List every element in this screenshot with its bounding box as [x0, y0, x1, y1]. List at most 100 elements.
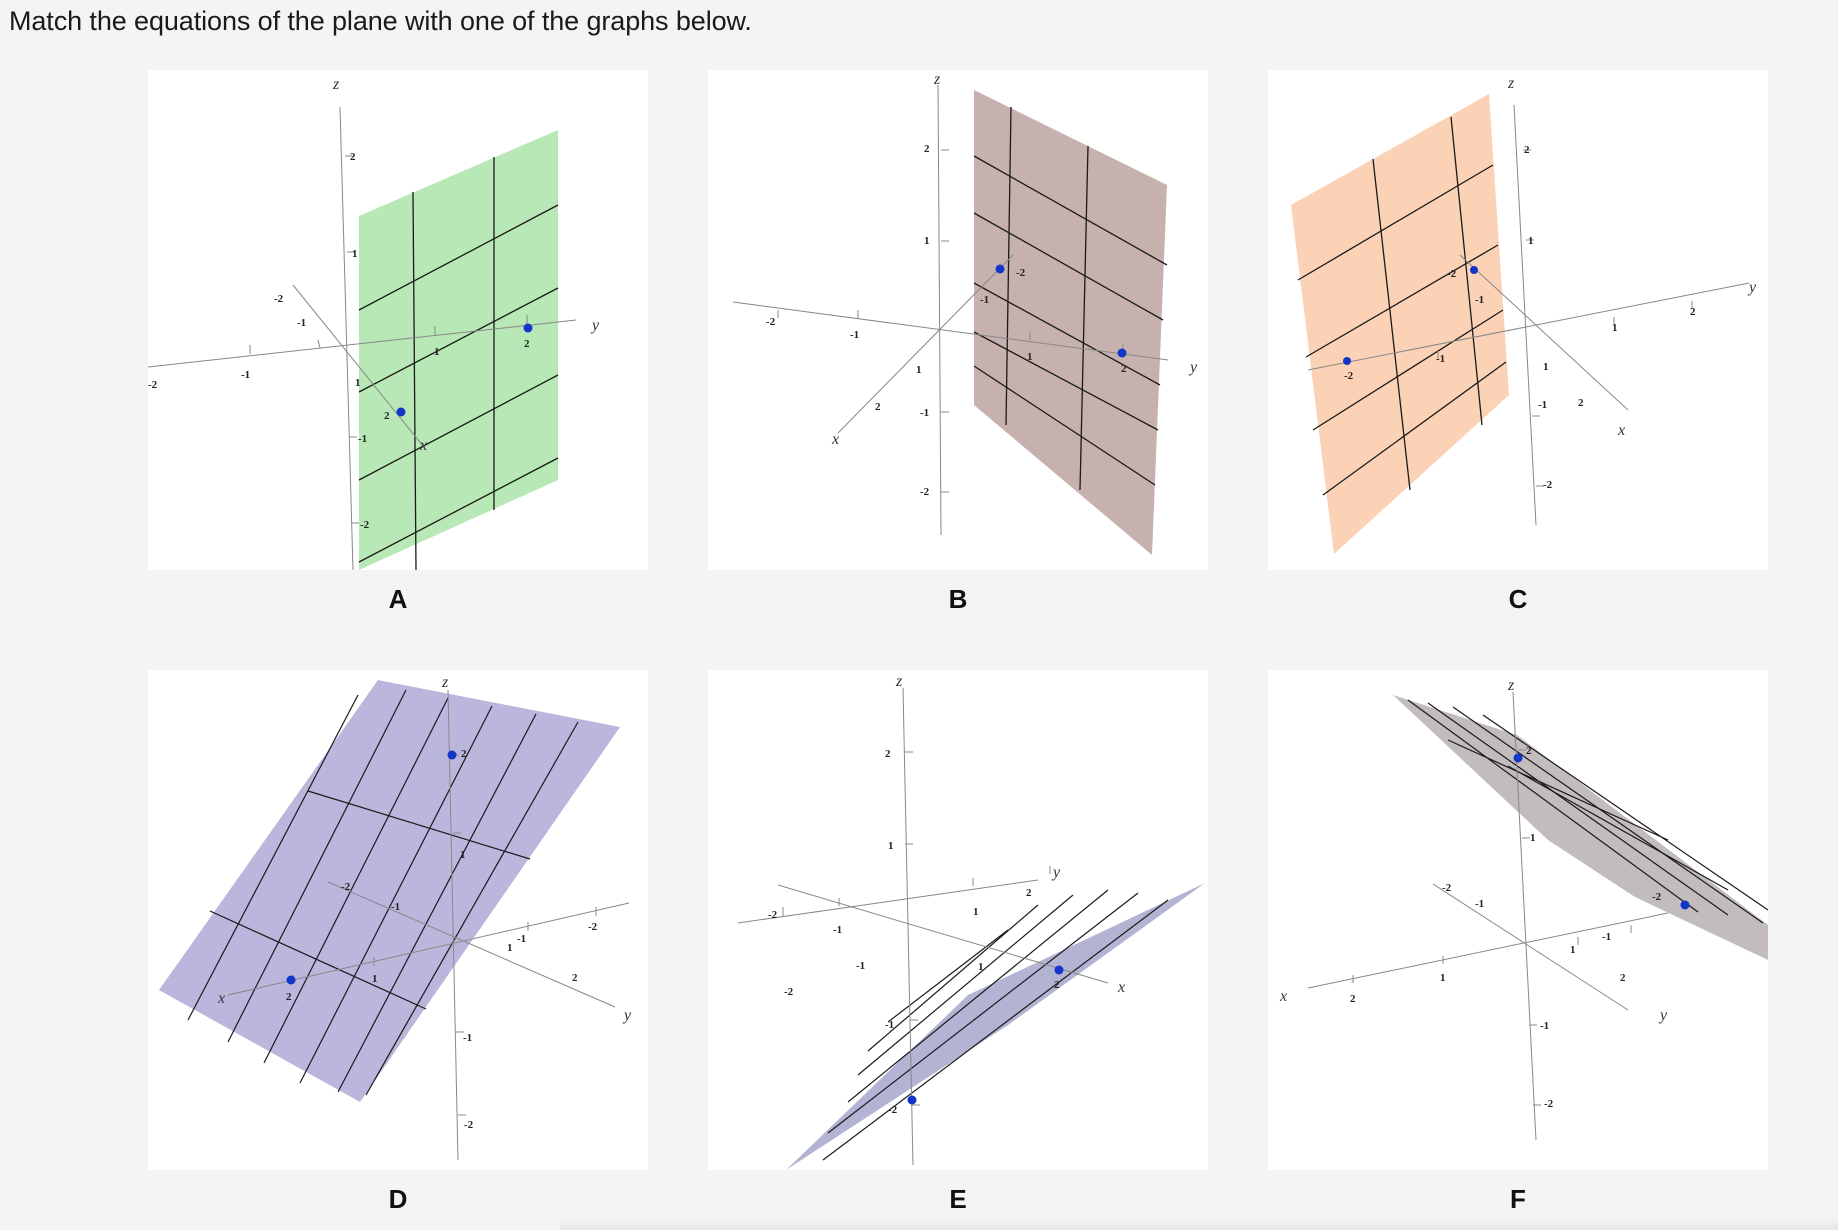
question-prompt: Match the equations of the plane with on… [9, 6, 752, 36]
tick-label: 1 [924, 235, 930, 247]
tick-label: 1 [916, 364, 922, 376]
tick-label: 2 [1578, 397, 1584, 409]
tick-label: 2 [875, 401, 881, 413]
tick-label: 2 [524, 338, 530, 350]
graph-panel-d[interactable]: z y x 2 1 -1 -2 -2 -1 1 2 -2 -1 1 2 [148, 670, 648, 1170]
plane-plot-c: z y x 2 1 -1 -2 -2 -1 1 2 -2 -1 1 2 [1291, 75, 1757, 554]
graph-panel-b[interactable]: z y x 2 1 -1 -2 -2 -1 1 2 -2 -1 1 2 [708, 70, 1208, 570]
graph-panel-e[interactable]: z y x 2 1 -1 -2 -2 -1 1 2 -2 -1 1 2 [708, 670, 1208, 1170]
tick-label: -1 [463, 1032, 472, 1044]
axes [148, 106, 577, 570]
z-axis-label: z [933, 71, 941, 88]
tick-label: -2 [1543, 479, 1553, 491]
plane-surface [159, 680, 620, 1102]
y-axis-label: y [622, 1007, 632, 1024]
tick-label: 1 [1570, 944, 1576, 956]
z-axis-label: z [1507, 75, 1515, 92]
tick-label: 2 [1620, 972, 1626, 984]
point-marker [1117, 348, 1127, 358]
axes [1307, 104, 1750, 526]
plane-grid-lines [358, 157, 559, 570]
tick-label: -1 [1436, 353, 1445, 365]
tick-label: 1 [434, 346, 440, 358]
graph-label-f: F [1510, 1184, 1526, 1214]
graph-panel-c[interactable]: z y x 2 1 -1 -2 -2 -1 1 2 -2 -1 1 2 [1268, 70, 1768, 570]
point-marker [286, 975, 296, 985]
point-marker [995, 264, 1005, 274]
tick-label: 1 [372, 973, 378, 985]
tick-label: -2 [784, 986, 794, 998]
tick-label: -1 [297, 317, 306, 329]
graph-panel-a[interactable]: z y x 2 1 -1 -2 -2 -1 1 2 1 2 -2 -1 [148, 70, 648, 570]
x-axis-label: x [1117, 979, 1125, 996]
plane-surface [974, 90, 1167, 555]
plane-grid-lines [1407, 699, 1768, 924]
tick-label: 1 [1612, 322, 1618, 334]
tick-label: -2 [148, 379, 158, 391]
tick-label: 1 [1543, 361, 1549, 373]
plane-grid-lines [822, 889, 1169, 1161]
point-marker [1513, 753, 1523, 763]
tick-label: 2 [461, 748, 467, 760]
z-axis-label: z [332, 76, 340, 93]
plane-surface [359, 130, 558, 570]
tick-label: 2 [924, 143, 930, 155]
graph-label-c: C [1508, 584, 1528, 614]
plane-grid-lines [1297, 116, 1507, 496]
tick-label: -1 [517, 933, 526, 945]
tick-label: -1 [241, 369, 250, 381]
tick-label: 2 [1690, 306, 1696, 318]
point-marker [1343, 357, 1351, 365]
tick-label: -1 [1475, 898, 1484, 910]
tick-label: 2 [1054, 979, 1060, 991]
point-marker [396, 407, 406, 417]
axes [1307, 691, 1669, 1141]
tick-label: -1 [1602, 931, 1611, 943]
tick-label: -1 [358, 433, 367, 445]
point-marker [1680, 900, 1690, 910]
graph-panel-f[interactable]: z y x 2 1 -1 -2 -2 -1 1 2 -2 -1 1 2 [1268, 670, 1768, 1170]
tick-label: -2 [920, 486, 930, 498]
point-marker [523, 323, 533, 333]
graph-label-a: A [388, 584, 408, 614]
tick-label: -2 [888, 1104, 898, 1116]
y-axis-label: y [1051, 864, 1061, 881]
point-marker [1470, 266, 1478, 274]
tick-label: -1 [885, 1019, 894, 1031]
tick-label: -2 [1442, 882, 1452, 894]
tick-label: 2 [1524, 144, 1530, 156]
tick-label: -2 [360, 519, 370, 531]
plane-grid-lines [973, 106, 1168, 491]
x-axis-label: x [831, 431, 839, 448]
tick-label: -1 [1538, 399, 1547, 411]
plane-surface [1291, 94, 1509, 554]
plane-plot-b: z y x 2 1 -1 -2 -2 -1 1 2 -2 -1 1 2 [732, 71, 1198, 555]
x-axis-label: x [1617, 422, 1625, 439]
tick-label: -1 [1540, 1020, 1549, 1032]
tick-label: -2 [1016, 267, 1026, 279]
scroll-shadow [560, 1218, 1838, 1230]
tick-label: 2 [1121, 363, 1127, 375]
tick-label: 2 [350, 151, 356, 163]
graph-label-e: E [949, 1184, 967, 1214]
tick-label: -2 [464, 1119, 474, 1131]
x-axis-label: x [217, 990, 225, 1007]
tick-label: -1 [1475, 294, 1484, 306]
axes [737, 687, 1109, 1166]
tick-label: -2 [766, 316, 776, 328]
tick-label: 1 [1528, 235, 1534, 247]
axes [732, 84, 1169, 536]
tick-label: 2 [1350, 993, 1356, 1005]
tick-label: 1 [460, 849, 466, 861]
tick-label: -1 [391, 901, 400, 913]
tick-label: -1 [856, 960, 865, 972]
tick-label: 1 [973, 906, 979, 918]
tick-label: -2 [341, 881, 351, 893]
tick-label: -2 [768, 909, 778, 921]
plane-grid-lines [187, 689, 579, 1096]
graph-label-d: D [388, 1184, 408, 1214]
plane-plot-d: z y x 2 1 -1 -2 -2 -1 1 2 -2 -1 1 2 [159, 674, 632, 1161]
tick-label: 1 [1027, 351, 1033, 363]
plane-surface [1393, 695, 1768, 960]
tick-label: 1 [507, 942, 513, 954]
